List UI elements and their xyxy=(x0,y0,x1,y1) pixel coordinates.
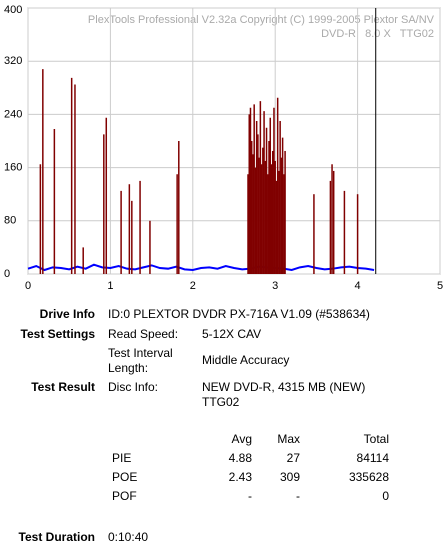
disc-value: NEW DVD-R, 4315 MB (NEW) TTG02 xyxy=(202,380,366,409)
value: ID:0 PLEXTOR DVDR PX-716A V1.09 (#538634… xyxy=(108,307,370,321)
value: 0:10:40 xyxy=(108,530,149,544)
x-tick-label: 0 xyxy=(25,280,31,292)
x-tick-label: 2 xyxy=(190,280,196,292)
disc-label: Disc Info: xyxy=(108,380,159,394)
stat-cell: 27 xyxy=(286,451,300,465)
x-tick-label: 1 xyxy=(107,280,113,292)
x-tick-label: 4 xyxy=(355,280,361,292)
chart-title: PlexTools Professional V2.32a Copyright … xyxy=(88,14,435,26)
setting-value: 5-12X CAV xyxy=(202,327,262,341)
y-tick-label: 80 xyxy=(4,215,16,227)
setting-name: Read Speed: xyxy=(108,327,179,341)
x-tick-label: 3 xyxy=(272,280,278,292)
y-tick-label: 160 xyxy=(4,162,22,174)
stat-cell: - xyxy=(248,489,252,503)
chart: PlexTools Professional V2.32a Copyright … xyxy=(4,4,443,292)
pie-line xyxy=(27,263,375,272)
label: Test Result xyxy=(31,380,95,394)
col-header: Avg xyxy=(231,432,252,446)
stat-cell: 2.43 xyxy=(228,470,252,484)
label: Drive Info xyxy=(39,307,95,321)
stat-cell: - xyxy=(296,489,300,503)
label: Test Settings xyxy=(20,327,95,341)
col-header: Total xyxy=(363,432,389,446)
stat-cell: 4.88 xyxy=(228,451,252,465)
stat-cell: POF xyxy=(112,489,137,503)
setting-name: Test Interval Length: xyxy=(108,346,173,375)
col-header: Max xyxy=(277,432,300,446)
chart-subtitle: DVD-R 8.0 X TTG02 xyxy=(321,28,434,40)
y-tick-label: 320 xyxy=(4,55,22,67)
plot-area xyxy=(27,7,441,275)
x-tick-label: 5 xyxy=(437,280,443,292)
stat-cell: POE xyxy=(112,470,138,484)
stat-cell: 84114 xyxy=(356,451,389,465)
y-tick-label: 240 xyxy=(4,108,22,120)
setting-value: Middle Accuracy xyxy=(202,353,290,367)
stat-cell: 0 xyxy=(382,489,389,503)
stat-cell: PIE xyxy=(112,451,132,465)
stat-cell: 309 xyxy=(279,470,300,484)
y-tick-label: 400 xyxy=(4,4,22,16)
y-tick-label: 0 xyxy=(4,268,10,280)
label: Test Duration xyxy=(18,530,95,544)
stat-cell: 335628 xyxy=(348,470,389,484)
